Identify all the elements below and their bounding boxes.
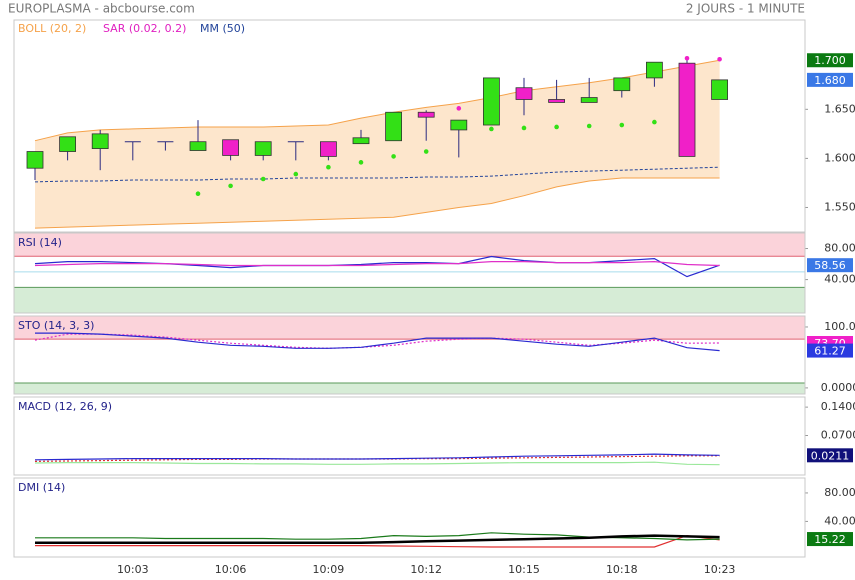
bollinger-lower <box>34 177 720 229</box>
oversold-zone <box>14 383 805 394</box>
oversold-zone <box>14 287 805 313</box>
sar-dot <box>195 191 201 197</box>
value-box-label: 1.700 <box>814 54 846 67</box>
indicator-line <box>34 260 720 267</box>
indicator-line <box>34 461 720 466</box>
sar-dot <box>489 126 494 132</box>
candle-body <box>319 141 337 157</box>
y-tick-label: 80.00 <box>824 242 855 255</box>
sar-dot <box>260 176 266 182</box>
sar-dot <box>521 125 527 131</box>
x-tick-label: 10:15 <box>508 563 540 576</box>
indicator-line <box>35 534 720 545</box>
y-tick-label: 1.650 <box>824 102 855 115</box>
overbought-zone <box>14 233 805 257</box>
y-tick-label: 40.00 <box>824 514 855 527</box>
candle-body <box>613 77 631 92</box>
value-box-label: 0.0211 <box>811 449 850 462</box>
panel-frame <box>13 477 806 558</box>
indicator-line <box>34 255 720 278</box>
value-box <box>807 72 853 87</box>
candle-body <box>450 119 468 131</box>
sar-dot <box>684 55 690 61</box>
y-tick-label: 1.600 <box>824 151 855 164</box>
candle-body <box>482 77 500 126</box>
sar-dot <box>717 56 722 62</box>
value-box <box>807 532 853 547</box>
sar-dot <box>586 123 592 129</box>
value-box <box>807 448 853 463</box>
x-tick-label: 10:09 <box>313 563 345 576</box>
sar-dot <box>326 164 331 170</box>
sar-dot <box>456 106 462 111</box>
candle-body <box>254 141 272 156</box>
value-box <box>807 53 853 68</box>
indicator-line <box>34 453 720 461</box>
candle-body <box>385 111 403 142</box>
x-tick-label: 10:06 <box>215 563 247 576</box>
x-tick-label: 10:18 <box>606 563 638 576</box>
candle-body <box>189 141 207 151</box>
panel-frame <box>13 232 806 314</box>
y-tick-label: 80.00 <box>824 486 855 499</box>
candle-body <box>678 62 696 157</box>
value-box-label: 1.680 <box>814 74 846 87</box>
candle-body <box>59 136 76 152</box>
value-box-label: 15.22 <box>814 533 846 546</box>
value-box <box>807 343 853 358</box>
value-box-label: 58.56 <box>814 259 846 272</box>
value-box <box>807 258 853 273</box>
panel-frame <box>13 19 806 233</box>
indicator-line <box>35 534 720 548</box>
candle-body <box>580 97 598 103</box>
candle-body <box>515 87 533 100</box>
y-tick-label: 100.0 <box>824 320 855 333</box>
candle-body <box>417 111 435 118</box>
sar-dot <box>619 122 625 128</box>
candle-body <box>91 133 109 149</box>
moving-average <box>34 166 720 183</box>
candle-body <box>26 151 44 169</box>
candle-body <box>711 79 728 100</box>
x-tick-label: 10:12 <box>410 563 442 576</box>
y-tick-label: 40.00 <box>824 273 855 286</box>
sar-dot <box>358 160 364 165</box>
bollinger-upper <box>34 59 720 142</box>
candle-body <box>352 137 370 145</box>
candle-body <box>646 61 663 79</box>
panel-title: STO (14, 3, 3) <box>18 319 94 332</box>
y-tick-label: 0.0000 <box>821 381 855 394</box>
panel-frame <box>13 315 806 395</box>
sar-dot <box>228 183 233 189</box>
sar-dot <box>391 154 396 159</box>
panel-title: RSI (14) <box>18 236 62 249</box>
sar-dot <box>423 149 429 154</box>
candle-body <box>222 139 240 156</box>
overbought-zone <box>14 316 805 340</box>
indicator-line <box>35 332 720 352</box>
x-tick-label: 10:23 <box>704 563 736 576</box>
panel-title: MACD (12, 26, 9) <box>18 400 112 413</box>
sar-dot <box>554 124 559 130</box>
sar-dot <box>652 119 657 125</box>
chart-subtitle: 2 JOURS - 1 MINUTE <box>686 2 805 16</box>
legend-ma: MM (50) <box>200 22 245 35</box>
legend-boll: BOLL (20, 2) <box>18 22 86 35</box>
sar-dot <box>293 171 299 177</box>
x-tick-label: 10:03 <box>117 563 149 576</box>
candle-body <box>548 99 565 103</box>
panel-title: DMI (14) <box>18 481 65 494</box>
value-box-label: 61.27 <box>814 345 846 358</box>
y-tick-label: 1.550 <box>824 200 855 213</box>
legend-sar: SAR (0.02, 0.2) <box>103 22 186 35</box>
chart-title: EUROPLASMA - abcbourse.com <box>8 2 195 16</box>
panel-frame <box>13 396 806 476</box>
